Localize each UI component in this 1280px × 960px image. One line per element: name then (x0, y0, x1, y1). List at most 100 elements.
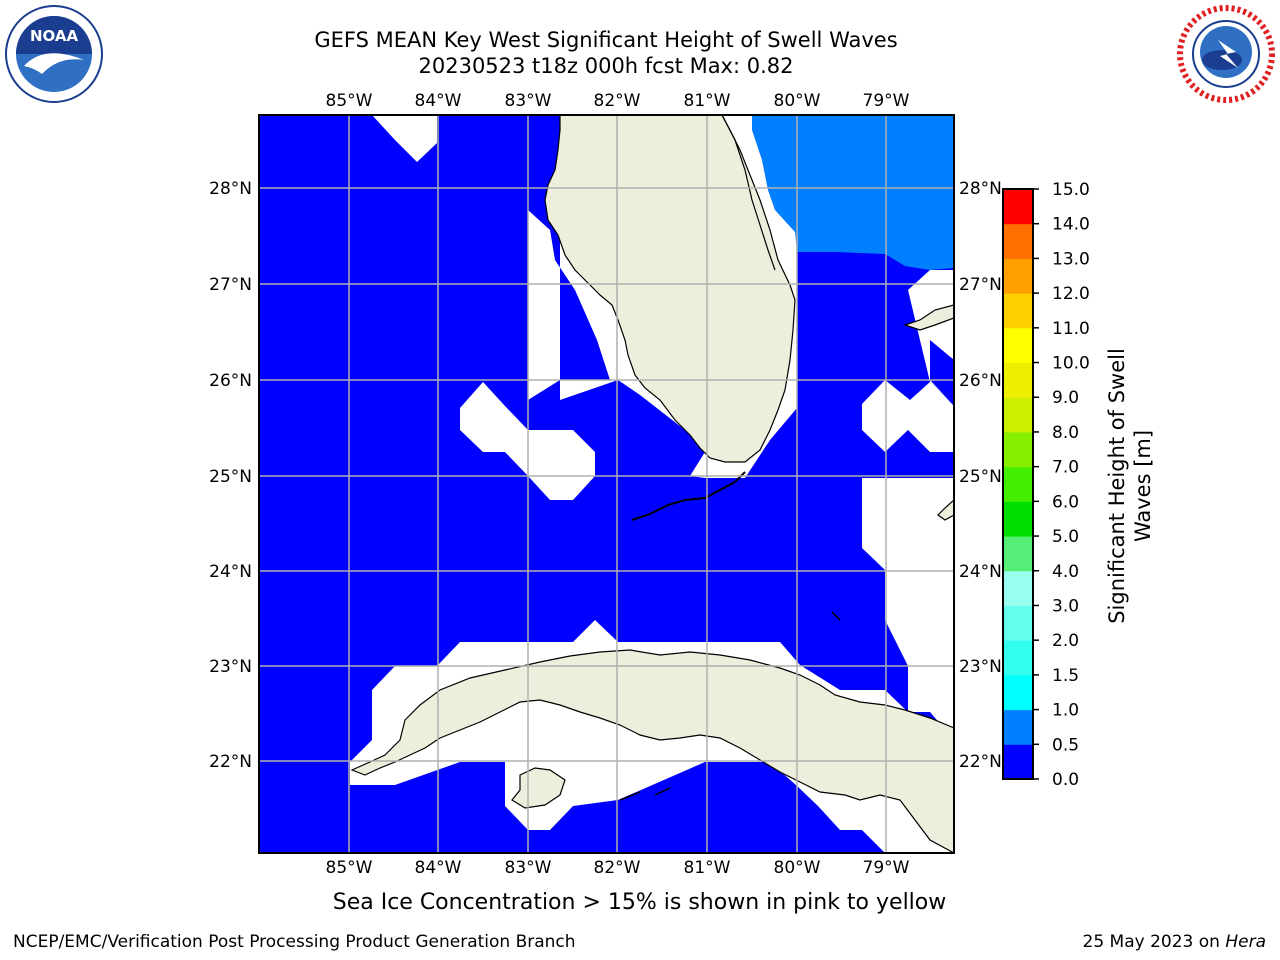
lon-labels-bottom: 85°W 84°W 83°W 82°W 81°W 80°W 79°W (326, 858, 910, 878)
lon-label: 79°W (863, 858, 910, 878)
land-isla-juventud (511, 767, 566, 809)
footer-machine: Hera (1225, 932, 1266, 952)
national-weather-service-logo-icon (1177, 5, 1275, 103)
colorbar-label-line2: Waves [m] (1131, 430, 1155, 542)
colorbar-segment (1003, 674, 1033, 711)
noaa-logo-text: NOAA (30, 27, 79, 45)
colorbar-tick-label: 13.0 (1052, 249, 1090, 269)
land-cuba (350, 649, 954, 853)
colorbar-segment (1003, 327, 1033, 364)
coastline-barrier (721, 115, 776, 271)
lon-label: 84°W (415, 91, 462, 111)
lat-label: 23°N (209, 657, 252, 677)
land-island (831, 611, 841, 621)
lon-label: 85°W (326, 858, 373, 878)
lon-label: 84°W (415, 858, 462, 878)
colorbar-tick-label: 0.5 (1052, 735, 1079, 755)
lon-label: 85°W (326, 91, 373, 111)
swell-contour-0-5-1-0 (752, 115, 954, 270)
lon-label: 81°W (684, 858, 731, 878)
noaa-logo-icon: NOAA (5, 5, 103, 103)
lon-label: 82°W (594, 858, 641, 878)
colorbar-tick-label: 8.0 (1052, 423, 1079, 443)
colorbar-segment (1003, 223, 1033, 259)
chart-subtitle: 20230523 t18z 000h fcst Max: 0.82 (418, 54, 794, 78)
footer-date-text: 25 May 2023 on (1082, 932, 1226, 952)
colorbar-segment (1003, 362, 1033, 398)
colorbar-tick-label: 14.0 (1052, 215, 1090, 235)
colorbar-tick-label: 7.0 (1052, 458, 1079, 478)
colorbar-tick-label: 1.0 (1052, 701, 1079, 721)
colorbar-tick-label: 5.0 (1052, 527, 1079, 547)
lat-label: 27°N (959, 275, 1002, 295)
lat-label: 22°N (209, 752, 252, 772)
land-bahamas (937, 499, 954, 521)
colorbar-tick-label: 15.0 (1052, 180, 1090, 200)
map-gridlines (259, 115, 954, 853)
colorbar-segment (1003, 640, 1033, 676)
land-florida-keys (631, 471, 746, 521)
colorbar-frame (1002, 188, 1034, 780)
colorbar-segment (1003, 466, 1033, 502)
colorbar-segment (1003, 605, 1033, 641)
land-bahamas (903, 304, 954, 331)
colorbar-segment (1003, 709, 1033, 745)
colorbar-tick-label: 3.0 (1052, 596, 1079, 616)
lat-label: 24°N (959, 562, 1002, 582)
lat-label: 26°N (209, 371, 252, 391)
colorbar-tick-label: 9.0 (1052, 388, 1079, 408)
footer-date: 25 May 2023 on Hera (1083, 932, 1267, 952)
colorbar-label-line1: Significant Height of Swell (1105, 348, 1129, 624)
lon-label: 82°W (594, 91, 641, 111)
colorbar-segment (1003, 293, 1033, 329)
colorbar-segment (1003, 431, 1033, 468)
lat-label: 25°N (209, 467, 252, 487)
colorbar-segment (1003, 189, 1033, 225)
lat-label: 22°N (959, 752, 1002, 772)
colorbar-tick-label: 10.0 (1052, 354, 1090, 374)
no-data-region (372, 115, 437, 162)
no-data-region (862, 380, 954, 452)
lat-labels-left: 28°N 27°N 26°N 25°N 24°N 23°N 22°N (209, 179, 252, 772)
lat-label: 24°N (209, 562, 252, 582)
map-plot-area (259, 115, 954, 853)
colorbar-tick-label: 12.0 (1052, 284, 1090, 304)
colorbar-segment (1003, 258, 1033, 294)
lon-label: 79°W (863, 91, 910, 111)
lon-label: 83°W (505, 858, 552, 878)
lat-label: 28°N (209, 179, 252, 199)
chart-title: GEFS MEAN Key West Significant Height of… (314, 28, 898, 52)
colorbar (1003, 189, 1033, 780)
colorbar-segment (1003, 536, 1033, 572)
colorbar-tick-label: 0.0 (1052, 770, 1079, 790)
lon-label: 81°W (684, 91, 731, 111)
colorbar-segment (1003, 744, 1033, 780)
lon-label: 83°W (505, 91, 552, 111)
land-island (619, 787, 671, 801)
no-data-region (862, 478, 954, 740)
footer-branch: NCEP/EMC/Verification Post Processing Pr… (13, 932, 576, 952)
colorbar-tick-label: 6.0 (1052, 492, 1079, 512)
lat-label: 27°N (209, 275, 252, 295)
colorbar-tick-label: 2.0 (1052, 631, 1079, 651)
colorbar-segment (1003, 570, 1033, 606)
lon-label: 80°W (774, 858, 821, 878)
lat-label: 23°N (959, 657, 1002, 677)
lat-label: 26°N (959, 371, 1002, 391)
colorbar-ticks: 0.0 0.5 1.0 1.5 2.0 3.0 4.0 5.0 6.0 7.0 8.0 9.0 10.0… (1033, 180, 1090, 790)
colorbar-segment (1003, 501, 1033, 537)
colorbar-tick-label: 4.0 (1052, 562, 1079, 582)
colorbar-tick-label: 11.0 (1052, 319, 1090, 339)
colorbar-tick-label: 1.5 (1052, 666, 1079, 686)
lon-label: 80°W (774, 91, 821, 111)
lon-labels-top: 85°W 84°W 83°W 82°W 81°W 80°W 79°W (326, 91, 910, 111)
sea-ice-note: Sea Ice Concentration > 15% is shown in … (332, 890, 947, 915)
map-frame (258, 114, 955, 854)
no-data-region (908, 270, 954, 406)
colorbar-segment (1003, 397, 1033, 433)
lat-label: 25°N (959, 467, 1002, 487)
lat-label: 28°N (959, 179, 1002, 199)
land-florida (544, 115, 796, 463)
lat-labels-right: 28°N 27°N 26°N 25°N 24°N 23°N 22°N (959, 179, 1002, 772)
